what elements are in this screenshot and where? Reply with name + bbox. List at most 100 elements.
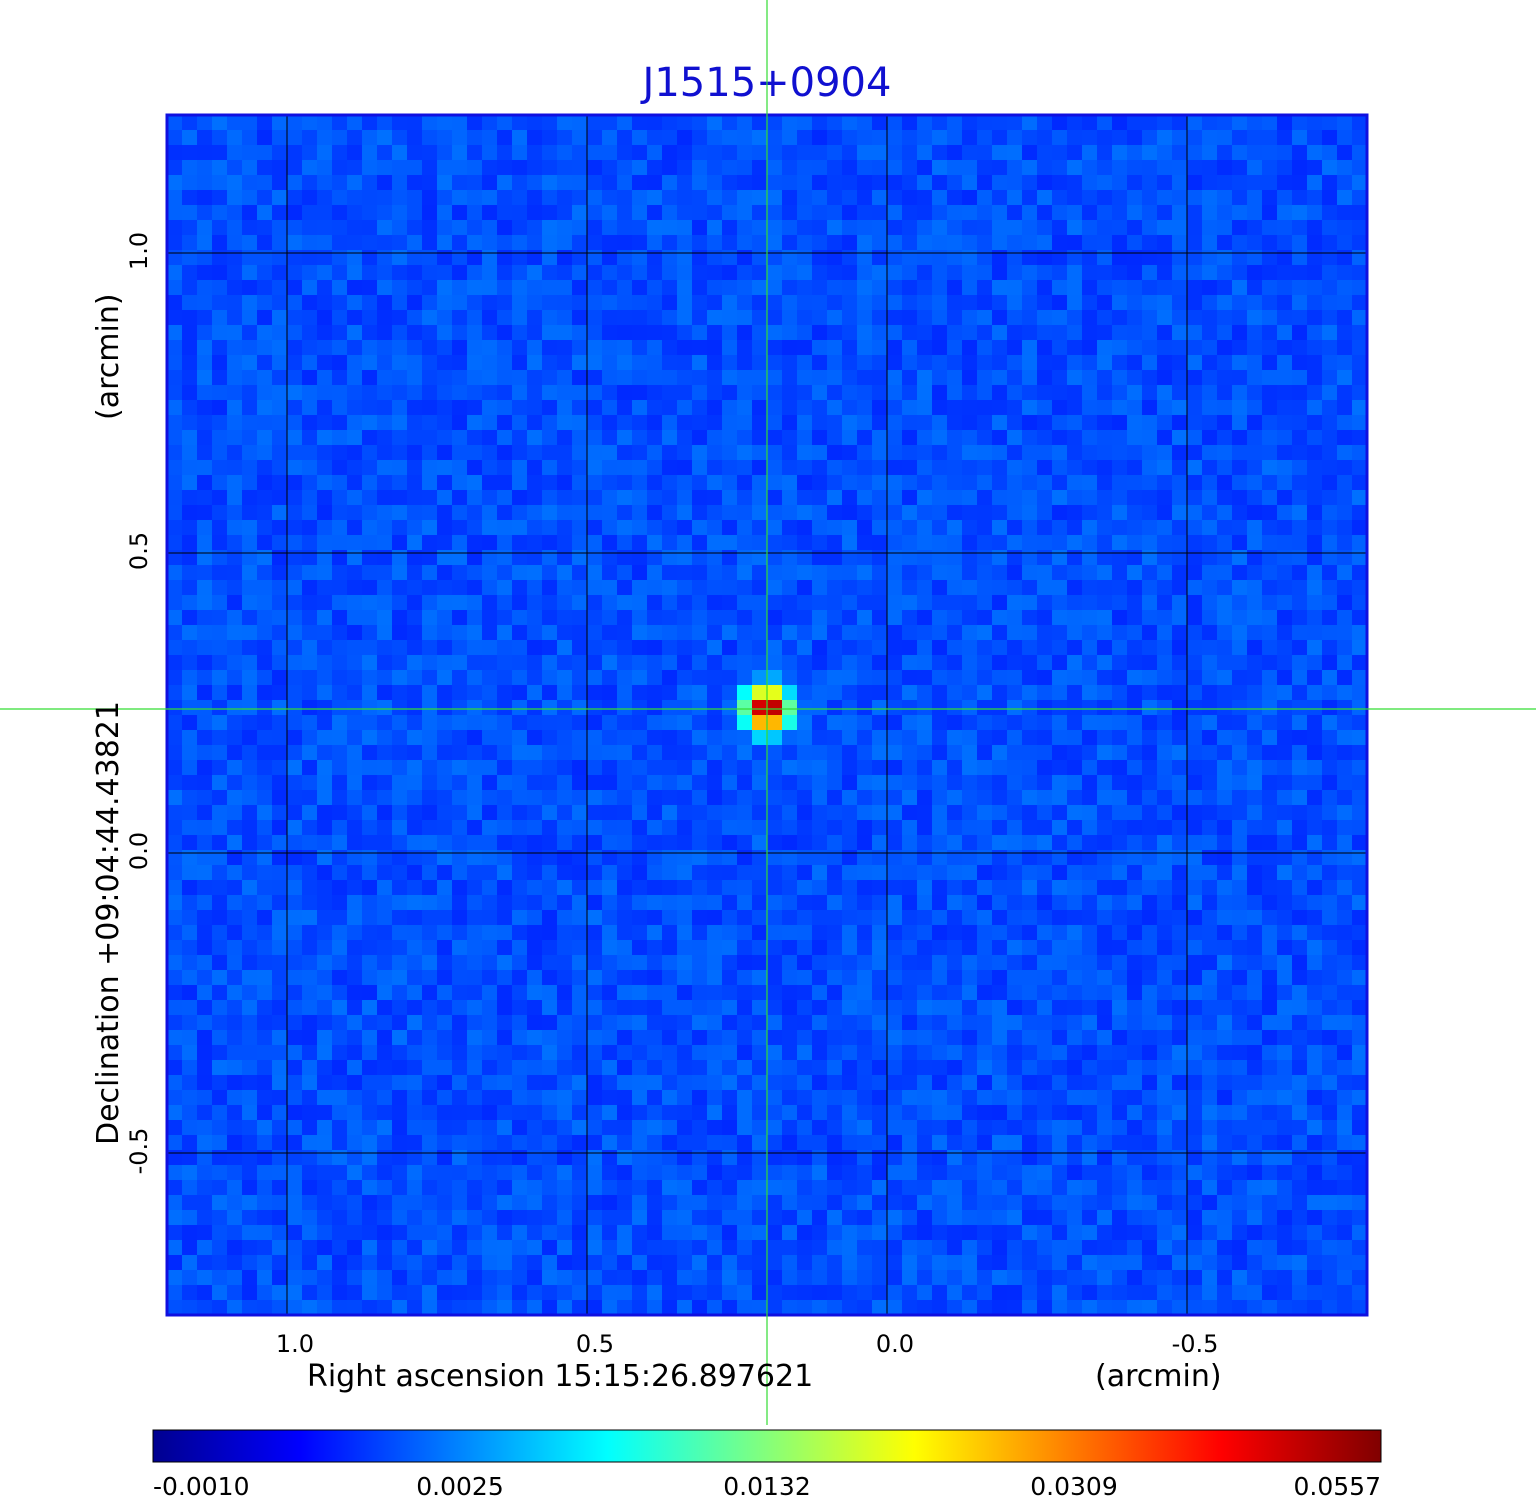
heatmap-cell (197, 340, 213, 356)
heatmap-cell (587, 130, 603, 146)
heatmap-cell (437, 220, 453, 236)
heatmap-cell (1217, 130, 1233, 146)
heatmap-cell (812, 565, 828, 581)
heatmap-cell (572, 115, 588, 131)
heatmap-cell (257, 640, 273, 656)
heatmap-cell (1052, 655, 1068, 671)
heatmap-cell (242, 880, 258, 896)
heatmap-cell (272, 190, 288, 206)
heatmap-cell (1307, 700, 1323, 716)
heatmap-cell (167, 865, 183, 881)
heatmap-cell (632, 625, 648, 641)
heatmap-cell (1037, 760, 1053, 776)
heatmap-cell (1232, 160, 1248, 176)
heatmap-cell (167, 685, 183, 701)
heatmap-cell (1157, 550, 1173, 566)
heatmap-cell (332, 880, 348, 896)
heatmap-cell (1337, 745, 1353, 761)
heatmap-cell (647, 460, 663, 476)
heatmap-cell (317, 655, 333, 671)
heatmap-cell (1232, 685, 1248, 701)
heatmap-cell (992, 550, 1008, 566)
heatmap-cell (917, 1000, 933, 1016)
heatmap-cell (887, 745, 903, 761)
heatmap-cell (1037, 790, 1053, 806)
heatmap-cell (902, 205, 918, 221)
heatmap-cell (707, 535, 723, 551)
heatmap-cell (662, 1045, 678, 1061)
heatmap-cell (467, 730, 483, 746)
heatmap-cell (1352, 760, 1368, 776)
heatmap-cell (1352, 820, 1368, 836)
heatmap-cell (1172, 265, 1188, 281)
heatmap-cell (722, 535, 738, 551)
heatmap-cell (1172, 190, 1188, 206)
heatmap-cell (227, 310, 243, 326)
heatmap-cell (902, 400, 918, 416)
heatmap-cell (227, 115, 243, 131)
heatmap-cell (662, 520, 678, 536)
heatmap-cell (842, 445, 858, 461)
heatmap-cell (1142, 760, 1158, 776)
heatmap-cell (1187, 115, 1203, 131)
heatmap-cell (812, 835, 828, 851)
heatmap-cell (542, 970, 558, 986)
heatmap-cell (932, 145, 948, 161)
heatmap-cell (362, 310, 378, 326)
heatmap-cell (167, 250, 183, 266)
heatmap-cell (437, 760, 453, 776)
heatmap-cell (692, 190, 708, 206)
heatmap-cell (1052, 370, 1068, 386)
heatmap-cell (947, 985, 963, 1001)
heatmap-cell (737, 535, 753, 551)
heatmap-cell (422, 250, 438, 266)
heatmap-cell (392, 490, 408, 506)
heatmap-cell (1262, 385, 1278, 401)
heatmap-cell (782, 370, 798, 386)
heatmap-cell (377, 1030, 393, 1046)
heatmap-cell (1187, 190, 1203, 206)
heatmap-cell (827, 670, 843, 686)
heatmap-cell (317, 835, 333, 851)
heatmap-cell (887, 865, 903, 881)
heatmap-cell (1352, 1000, 1368, 1016)
heatmap-cell (242, 985, 258, 1001)
heatmap-cell (902, 415, 918, 431)
heatmap-cell (392, 820, 408, 836)
heatmap-cell (1307, 115, 1323, 131)
heatmap-cell (977, 715, 993, 731)
heatmap-cell (1142, 220, 1158, 236)
heatmap-cell (587, 550, 603, 566)
heatmap-cell (797, 790, 813, 806)
heatmap-cell (317, 205, 333, 221)
heatmap-cell (1052, 805, 1068, 821)
heatmap-cell (1082, 790, 1098, 806)
heatmap-cell (167, 910, 183, 926)
heatmap-cell (917, 805, 933, 821)
heatmap-cell (1202, 280, 1218, 296)
heatmap-cell (752, 175, 768, 191)
heatmap-cell (1292, 520, 1308, 536)
heatmap-cell (902, 115, 918, 131)
heatmap-cell (947, 790, 963, 806)
heatmap-cell (692, 325, 708, 341)
heatmap-cell (962, 295, 978, 311)
heatmap-cell (872, 640, 888, 656)
heatmap-cell (1187, 355, 1203, 371)
heatmap-cell (647, 400, 663, 416)
heatmap-cell (887, 130, 903, 146)
heatmap-cell (272, 595, 288, 611)
heatmap-cell (257, 265, 273, 281)
heatmap-cell (422, 1045, 438, 1061)
heatmap-cell (1232, 370, 1248, 386)
heatmap-cell (1022, 460, 1038, 476)
heatmap-cell (1247, 445, 1263, 461)
heatmap-cell (332, 655, 348, 671)
heatmap-cell (902, 385, 918, 401)
heatmap-cell (1172, 535, 1188, 551)
heatmap-cell (1052, 880, 1068, 896)
heatmap-cell (692, 775, 708, 791)
heatmap-cell (1352, 550, 1368, 566)
heatmap-cell (827, 550, 843, 566)
heatmap-cell (1082, 415, 1098, 431)
